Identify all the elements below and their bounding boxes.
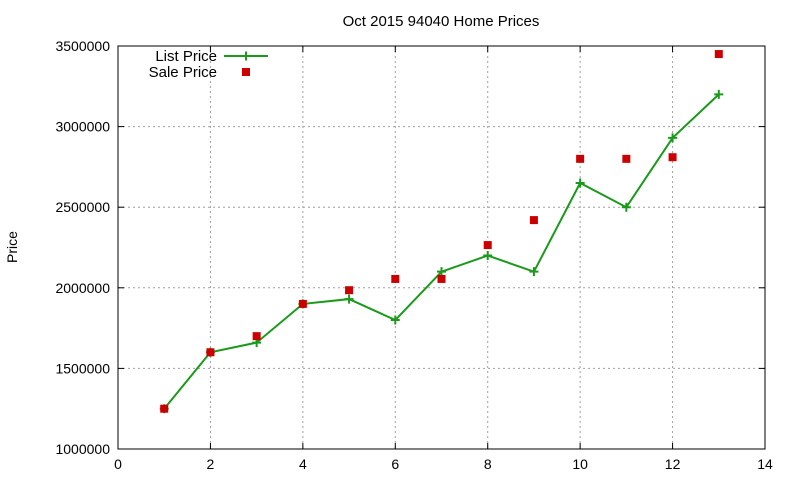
sale-price-point: [298, 299, 307, 308]
sale-price-point: [714, 50, 723, 59]
grid: [118, 46, 765, 449]
legend-label-list-price: List Price: [155, 48, 217, 65]
list-price-point: [483, 251, 493, 261]
y-tick-label: 2500000: [55, 199, 110, 215]
series: [159, 50, 724, 414]
x-tick-label: 10: [572, 456, 588, 472]
sale-price-point: [345, 286, 354, 295]
y-tick-label: 1000000: [55, 441, 110, 457]
axes: 0 2 4 6 8 10 12 14 1000000 1500000 2000000 2500000 3…: [55, 38, 773, 472]
x-tick-label: 12: [665, 456, 681, 472]
list-price-point: [344, 294, 354, 304]
sale-price-point: [529, 216, 538, 225]
y-tick-label: 3500000: [55, 38, 110, 54]
legend: List Price Sale Price: [149, 48, 268, 81]
legend-label-sale-price: Sale Price: [149, 64, 217, 81]
list-price-point: [621, 202, 631, 212]
sale-price-point: [576, 154, 585, 163]
list-price-point: [668, 133, 678, 143]
sale-price-point: [622, 154, 631, 163]
legend-marker-list-price: [241, 51, 251, 61]
x-tick-label: 14: [757, 456, 773, 472]
plot-frame: [117, 45, 766, 450]
y-axis-label: Price: [4, 231, 20, 263]
y-tick-label: 3000000: [55, 119, 110, 135]
y-tick-label: 2000000: [55, 280, 110, 296]
list-price-point: [529, 267, 539, 277]
x-tick-label: 2: [207, 456, 215, 472]
sale-price-point: [160, 404, 169, 413]
legend-marker-sale-price: [242, 68, 250, 76]
x-tick-label: 6: [391, 456, 399, 472]
sale-price-point: [252, 332, 261, 341]
chart-title: Oct 2015 94040 Home Prices: [343, 13, 540, 30]
sale-price-point: [391, 274, 400, 283]
sale-price-point: [483, 241, 492, 250]
list-price-point: [390, 315, 400, 325]
list-price-point: [575, 178, 585, 188]
sale-price-point: [206, 348, 215, 357]
y-tick-label: 1500000: [55, 360, 110, 376]
sale-price-point: [437, 274, 446, 283]
list-price-point: [714, 89, 724, 99]
x-tick-label: 8: [484, 456, 492, 472]
list-price-point: [437, 267, 446, 277]
x-tick-label: 0: [114, 456, 122, 472]
sale-price-point: [668, 153, 677, 162]
series-line-list-price: [163, 93, 720, 410]
x-tick-label: 4: [299, 456, 307, 472]
